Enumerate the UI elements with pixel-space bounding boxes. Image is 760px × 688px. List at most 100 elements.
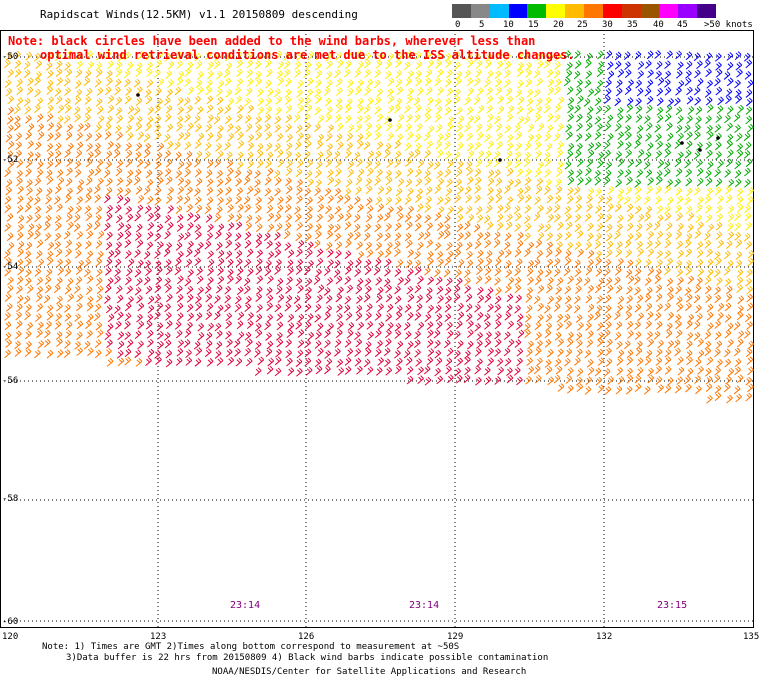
wind-barb [285, 194, 292, 204]
wind-barb [426, 329, 434, 339]
wind-barb [64, 149, 71, 159]
wind-barb [453, 95, 461, 105]
wind-barb [255, 77, 262, 87]
wind-barb [685, 232, 693, 242]
wind-barb [464, 231, 471, 240]
wind-barb [436, 222, 444, 232]
wind-barb [257, 356, 265, 366]
wind-barb [715, 52, 722, 62]
wind-barb [676, 356, 684, 366]
colorbar-swatch [602, 4, 622, 18]
wind-barb [704, 89, 712, 98]
wind-barb [616, 106, 624, 116]
wind-barb [693, 86, 701, 96]
wind-barb [525, 78, 532, 88]
wind-barb [614, 51, 622, 61]
wind-barb [444, 168, 451, 178]
wind-barb [747, 366, 754, 376]
wind-barb [154, 250, 161, 259]
time-label: 23:14 [409, 600, 440, 611]
wind-barb [105, 304, 113, 314]
wind-barb [626, 259, 634, 269]
wind-barb [676, 303, 684, 312]
wind-barb [567, 142, 575, 152]
wind-barb [553, 374, 561, 384]
wind-barb [164, 303, 171, 313]
wind-barb [545, 248, 553, 258]
wind-barb [266, 68, 273, 78]
wind-barb [244, 258, 252, 268]
wind-barb [553, 132, 561, 142]
wind-barb [325, 158, 333, 168]
wind-barb [525, 293, 533, 303]
wind-barb [17, 240, 25, 250]
wind-barb [157, 241, 164, 250]
wind-barb [337, 59, 344, 69]
wind-barb [135, 97, 143, 106]
wind-barb [743, 132, 751, 142]
wind-barb [614, 331, 622, 341]
wind-barb [284, 222, 292, 232]
wind-barb [193, 248, 201, 258]
wind-barb [604, 169, 612, 179]
wind-barb [214, 322, 222, 332]
wind-barb [256, 304, 263, 313]
wind-barb [95, 205, 103, 215]
wind-barb [65, 329, 72, 339]
wind-barb [514, 304, 521, 314]
wind-barb [346, 329, 354, 339]
wind-barb [296, 195, 303, 205]
wind-barb [596, 212, 604, 222]
wind-barb [694, 69, 701, 79]
wind-barb [46, 86, 54, 95]
wind-barb [444, 257, 452, 266]
wind-barb [46, 142, 54, 152]
wind-barb [634, 257, 642, 267]
wind-barb [94, 194, 101, 204]
wind-barb [195, 302, 203, 312]
wind-barb [504, 124, 511, 134]
wind-barb [567, 176, 575, 186]
wind-barb [574, 356, 581, 366]
wind-barb [74, 113, 81, 123]
wind-barb [536, 177, 543, 187]
wind-barb [694, 358, 702, 368]
contamination-marker [388, 118, 392, 122]
contamination-marker [498, 158, 502, 162]
wind-barb [546, 258, 554, 268]
wind-barb [726, 122, 733, 132]
wind-barb [433, 329, 441, 339]
wind-barb [147, 304, 155, 314]
wind-barb [605, 213, 612, 223]
wind-barb [147, 212, 154, 222]
wind-barb [686, 356, 693, 366]
wind-barb [17, 248, 24, 258]
wind-barb [696, 249, 704, 259]
wind-barb [115, 167, 123, 177]
wind-barb [74, 313, 81, 322]
wind-barb [565, 348, 573, 358]
wind-barb [724, 329, 732, 339]
wind-barb [454, 61, 461, 71]
wind-barb [83, 268, 91, 278]
wind-barb [675, 285, 682, 295]
wind-barb [567, 96, 575, 106]
wind-barb [693, 331, 701, 341]
wind-barb [366, 366, 374, 376]
wind-barb [143, 149, 151, 159]
wind-barb [414, 284, 422, 294]
wind-barb [734, 79, 741, 89]
wind-barb [746, 293, 753, 303]
wind-barb [544, 223, 552, 233]
wind-barb [284, 88, 292, 98]
wind-barb [734, 358, 742, 368]
wind-barb [115, 96, 123, 106]
wind-barb [604, 294, 612, 304]
wind-barb [314, 61, 322, 71]
wind-barb [664, 366, 672, 375]
wind-barb [374, 131, 382, 141]
wind-barb [654, 239, 661, 249]
wind-barb [727, 178, 735, 188]
wind-barb [703, 231, 711, 241]
wind-barb [405, 259, 413, 269]
